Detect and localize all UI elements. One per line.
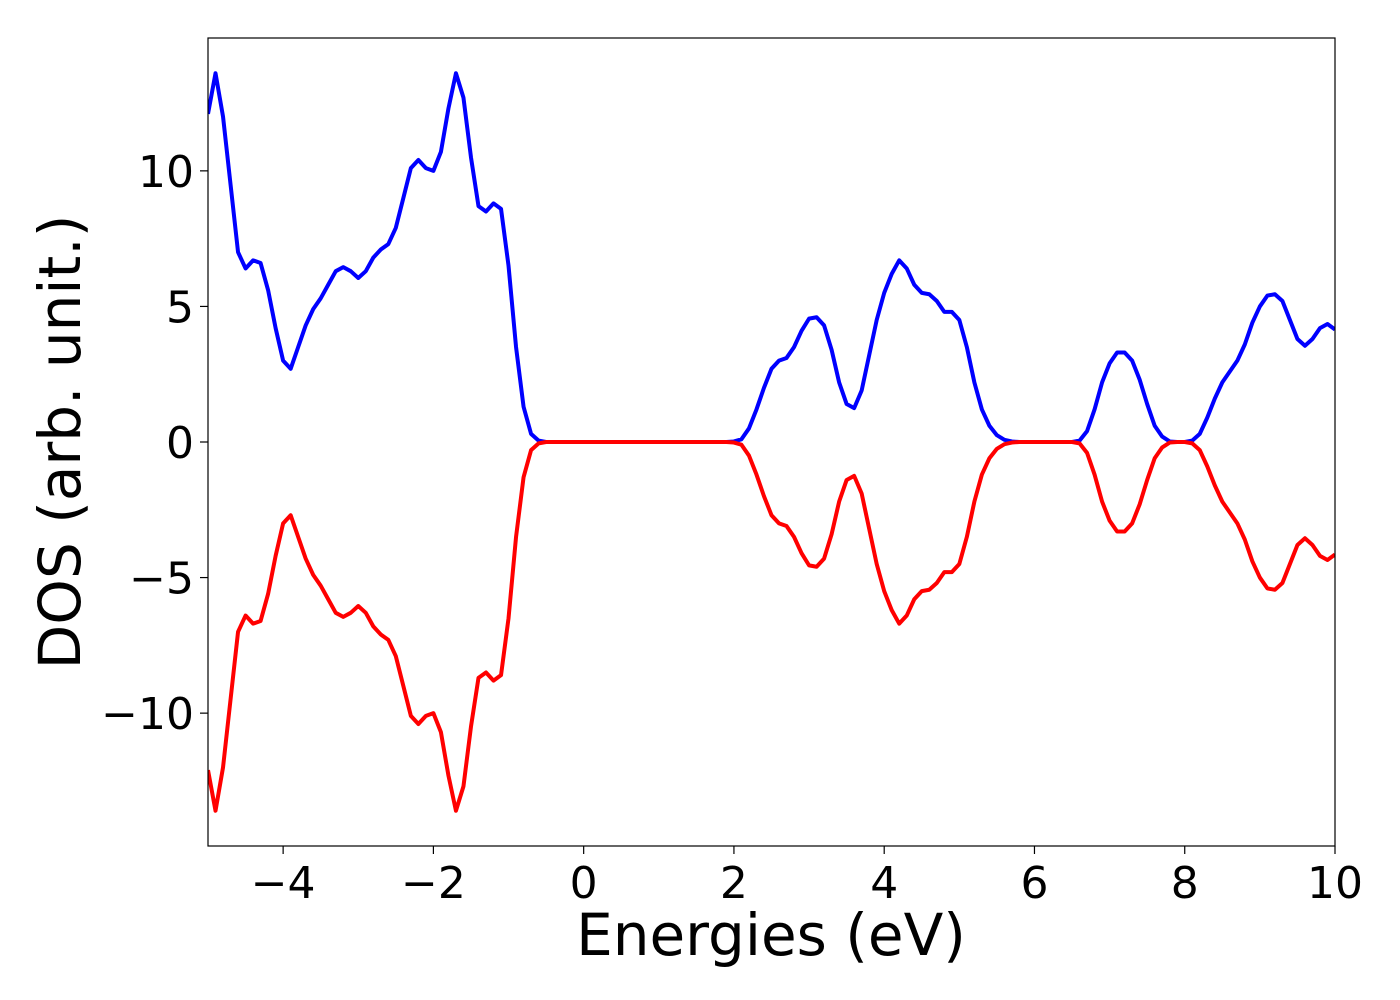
y-tick-label: 10 xyxy=(138,147,194,198)
y-tick-label: 0 xyxy=(166,418,194,469)
y-tick-label: 5 xyxy=(166,282,194,333)
x-tick-label: −2 xyxy=(401,858,466,909)
x-tick-label: 4 xyxy=(870,858,898,909)
x-tick-label: 2 xyxy=(720,858,748,909)
x-tick-label: 8 xyxy=(1171,858,1199,909)
plot-frame xyxy=(207,37,1336,847)
y-tick-label: −5 xyxy=(129,554,194,605)
x-tick-label: 10 xyxy=(1307,858,1363,909)
x-tick-label: 6 xyxy=(1020,858,1048,909)
line xyxy=(208,440,1335,813)
line xyxy=(208,71,1335,444)
y-axis-label: DOS (arb. unit.) xyxy=(26,215,94,670)
x-tick-label: 0 xyxy=(570,858,598,909)
x-axis-label: Energies (eV) xyxy=(576,901,966,969)
x-tick-label: −4 xyxy=(251,858,316,909)
y-tick-label: −10 xyxy=(101,689,194,740)
